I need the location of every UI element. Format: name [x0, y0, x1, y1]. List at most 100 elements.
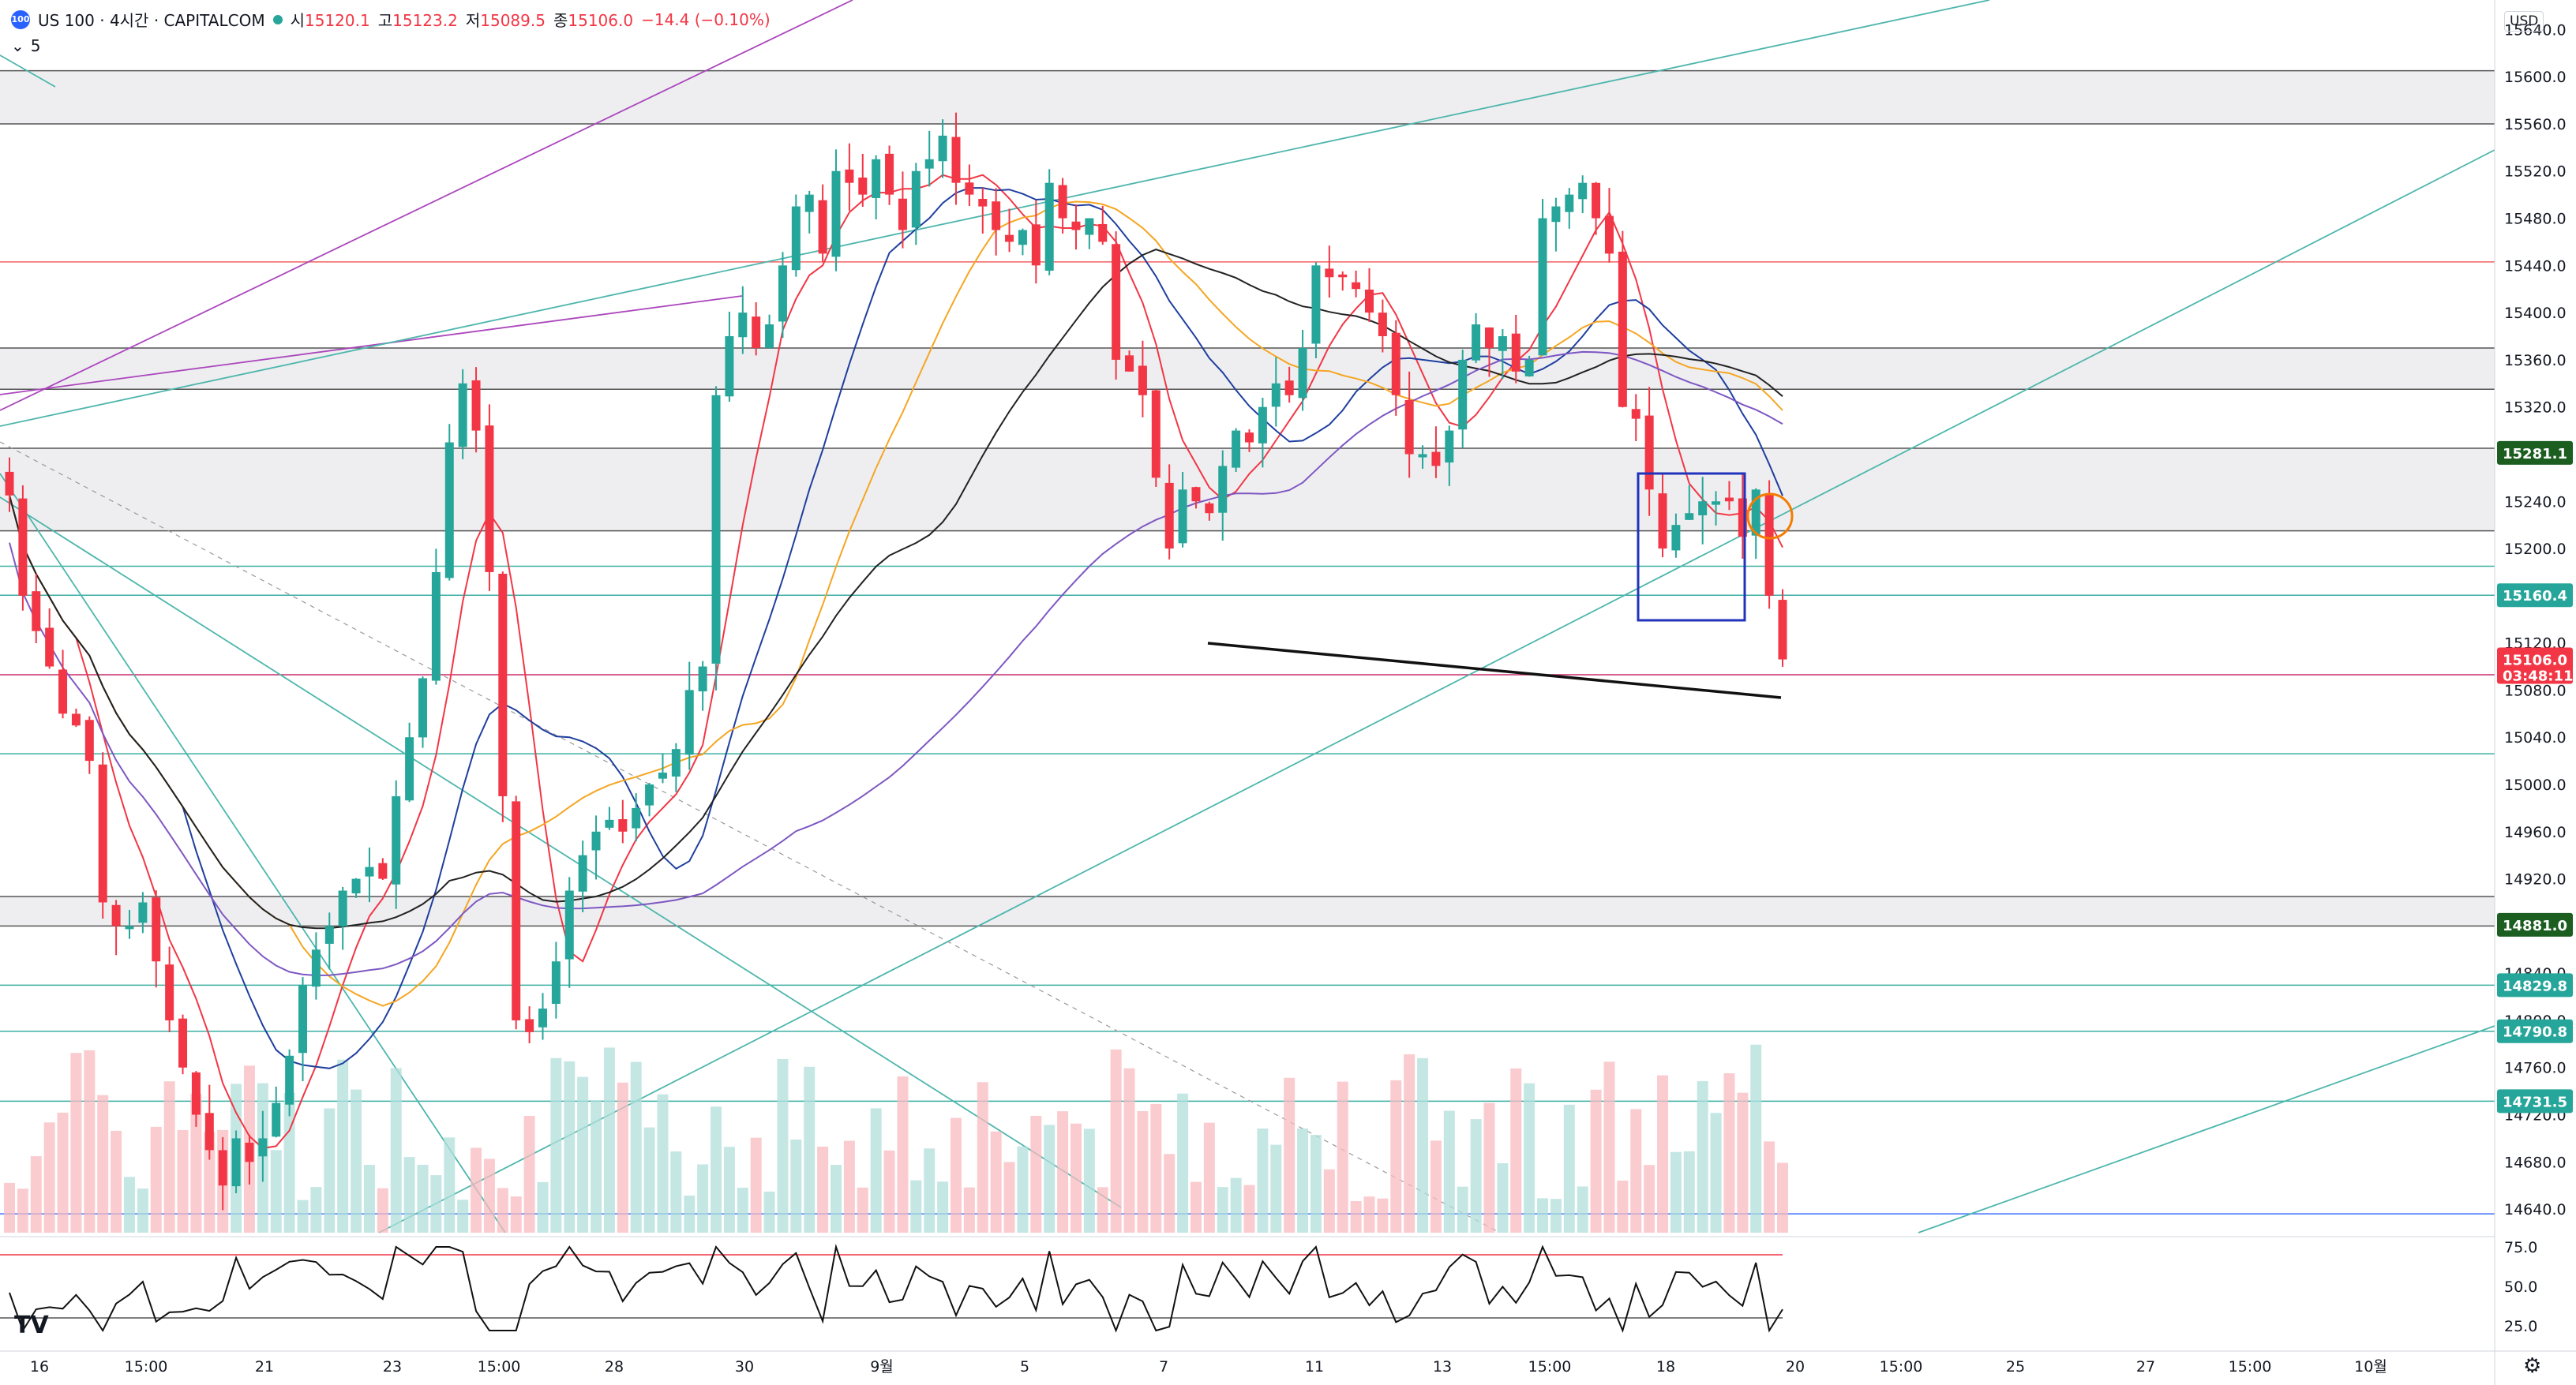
- volume-bar: [17, 1188, 28, 1233]
- candle: [471, 380, 481, 431]
- volume-bar: [390, 1068, 402, 1233]
- volume-bar: [57, 1112, 69, 1233]
- trend-lines: [0, 0, 2495, 1233]
- volume-bar: [1737, 1092, 1749, 1233]
- volume-bar: [97, 1095, 109, 1233]
- time-tick: 15:00: [2229, 1358, 2272, 1376]
- volume-bar: [123, 1177, 135, 1233]
- volume-bar: [1750, 1044, 1762, 1233]
- candle: [1604, 215, 1614, 254]
- candle: [1724, 497, 1734, 502]
- candle: [1178, 489, 1187, 544]
- volume-bar: [1030, 1115, 1042, 1233]
- price-tick: 14960.0: [2504, 824, 2567, 841]
- candle: [444, 442, 454, 578]
- close-value: 15106.0: [568, 11, 634, 30]
- candle: [951, 137, 961, 183]
- volume-bar: [70, 1053, 82, 1233]
- candle: [178, 1018, 188, 1068]
- currency-label[interactable]: USD: [2504, 11, 2544, 32]
- candle: [1778, 600, 1787, 660]
- volume-bar: [1510, 1068, 1522, 1233]
- market-status-icon: [272, 14, 283, 24]
- price-tick: 15320.0: [2504, 399, 2567, 417]
- volume-bar: [444, 1137, 456, 1233]
- candle: [1191, 487, 1201, 502]
- volume-bar: [603, 1047, 615, 1233]
- candle: [405, 737, 414, 801]
- candle: [911, 170, 921, 228]
- volume-bar: [1083, 1129, 1095, 1233]
- symbol-title[interactable]: US 100 · 4시간 · CAPITALCOM: [38, 11, 265, 30]
- candle: [1098, 223, 1108, 242]
- oscillator-line: [9, 1244, 1783, 1334]
- price-axis[interactable]: 15640.0 15600.0 15560.0 15520.0 15480.0 15440…: [2494, 0, 2574, 1385]
- candle: [1738, 498, 1747, 537]
- chevron-down-icon[interactable]: ⌄: [11, 36, 24, 55]
- candle: [765, 324, 774, 348]
- volume-bar: [111, 1130, 122, 1233]
- candle: [671, 749, 681, 777]
- volume-bar: [177, 1129, 189, 1233]
- volume-bar: [564, 1061, 576, 1233]
- volume-bar: [1003, 1162, 1015, 1233]
- volume-bar: [84, 1050, 96, 1233]
- volume-bar: [990, 1131, 1002, 1233]
- candle: [5, 471, 14, 496]
- price-badge: [2497, 583, 2573, 608]
- volume-bar: [1524, 1083, 1535, 1233]
- candle: [1524, 359, 1534, 376]
- time-axis[interactable]: 16 15:00 21 23 15:00 28 30 9월 5 7 11 13 15:00 18 20 15:…: [0, 1350, 2576, 1376]
- volume-bar: [643, 1127, 655, 1233]
- price-tick: 15560.0: [2504, 116, 2567, 133]
- volume-bar: [1350, 1200, 1362, 1233]
- price-badge-label: 14731.5: [2503, 1094, 2567, 1110]
- price-tick: 15520.0: [2504, 163, 2567, 181]
- candle: [1565, 194, 1574, 212]
- candle: [698, 666, 707, 692]
- candle: [1325, 268, 1334, 278]
- candle: [1445, 430, 1454, 463]
- open-value: 15120.1: [305, 11, 370, 30]
- candle: [1085, 218, 1094, 235]
- time-tick: 15:00: [125, 1358, 168, 1376]
- trend-line-8: [0, 441, 1501, 1233]
- time-tick: 16: [30, 1358, 49, 1376]
- volume-bar: [550, 1057, 562, 1233]
- candle: [1592, 182, 1601, 219]
- volume-bar: [1110, 1049, 1122, 1233]
- volume-bar: [870, 1108, 882, 1233]
- candle: [351, 878, 361, 894]
- candle: [1404, 399, 1414, 455]
- volume-bar: [4, 1182, 15, 1233]
- price-tick: 15240.0: [2504, 493, 2567, 511]
- price-badge: [2497, 647, 2573, 684]
- gear-icon[interactable]: ⚙: [2523, 1354, 2542, 1378]
- volume-bar: [537, 1181, 549, 1233]
- volume-bar: [977, 1082, 988, 1233]
- volume-bar: [1284, 1077, 1295, 1233]
- candle: [924, 159, 934, 169]
- volume-bar: [1657, 1075, 1669, 1233]
- candle: [1311, 265, 1321, 344]
- low-label: 저: [465, 11, 481, 30]
- candle: [551, 961, 561, 1005]
- candle: [791, 206, 801, 271]
- candle: [645, 784, 654, 806]
- open-label: 시: [290, 11, 305, 30]
- volume-bar: [711, 1106, 722, 1233]
- candle: [324, 926, 334, 944]
- price-tick: 15360.0: [2504, 352, 2567, 369]
- indicator-collapse[interactable]: ⌄ 5: [11, 36, 41, 55]
- volume-bar: [1057, 1111, 1069, 1233]
- candle: [1458, 359, 1468, 430]
- candle: [1685, 513, 1694, 520]
- volume-bar: [1723, 1073, 1735, 1233]
- candle: [538, 1009, 547, 1028]
- volume-bar: [1417, 1057, 1429, 1233]
- candle: [1631, 409, 1640, 419]
- time-tick: 11: [1305, 1358, 1324, 1376]
- volume-bar: [817, 1146, 829, 1233]
- candle: [938, 135, 947, 162]
